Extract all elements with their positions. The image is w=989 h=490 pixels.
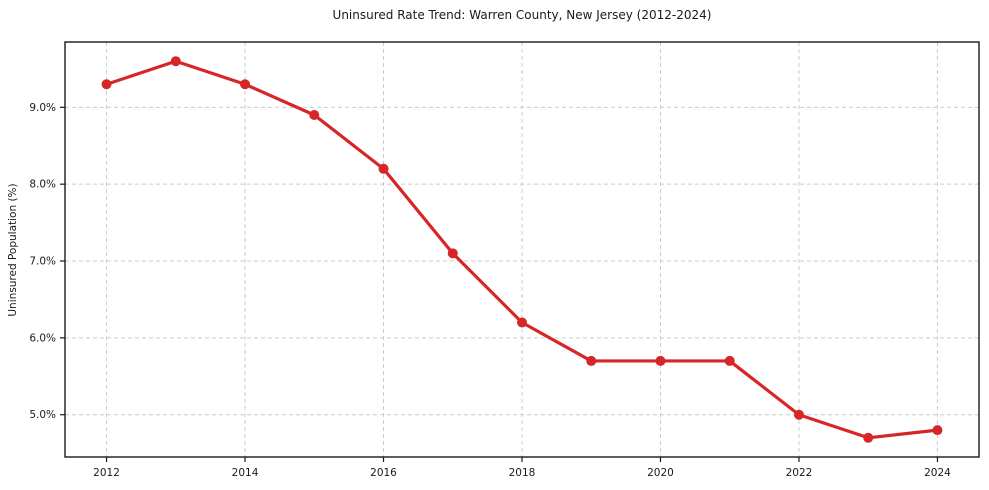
y-tick-label: 6.0% (29, 332, 56, 344)
x-tick-label: 2012 (93, 467, 120, 479)
x-tick-label: 2018 (509, 467, 536, 479)
data-point (101, 79, 112, 90)
x-tick-label: 2024 (924, 467, 951, 479)
data-point (724, 355, 735, 366)
x-tick-label: 2020 (647, 467, 674, 479)
plot-border (64, 41, 980, 458)
y-tick-label: 5.0% (29, 409, 56, 421)
data-point (863, 432, 874, 443)
data-point (447, 248, 458, 259)
data-point (170, 56, 181, 67)
data-point (309, 110, 320, 121)
y-tick-label: 9.0% (29, 102, 56, 114)
data-point (517, 317, 527, 328)
x-tick-label: 2022 (786, 467, 813, 479)
data-point (655, 355, 666, 366)
data-point (793, 409, 804, 420)
x-tick-label: 2016 (370, 467, 397, 479)
y-tick-label: 7.0% (29, 256, 56, 268)
data-point (240, 79, 251, 90)
data-point (586, 355, 597, 366)
y-tick-label: 8.0% (29, 179, 56, 191)
chart-title: Uninsured Rate Trend: Warren County, New… (332, 8, 712, 22)
data-point (932, 425, 943, 436)
x-tick-label: 2014 (232, 467, 259, 479)
data-point (378, 163, 389, 174)
